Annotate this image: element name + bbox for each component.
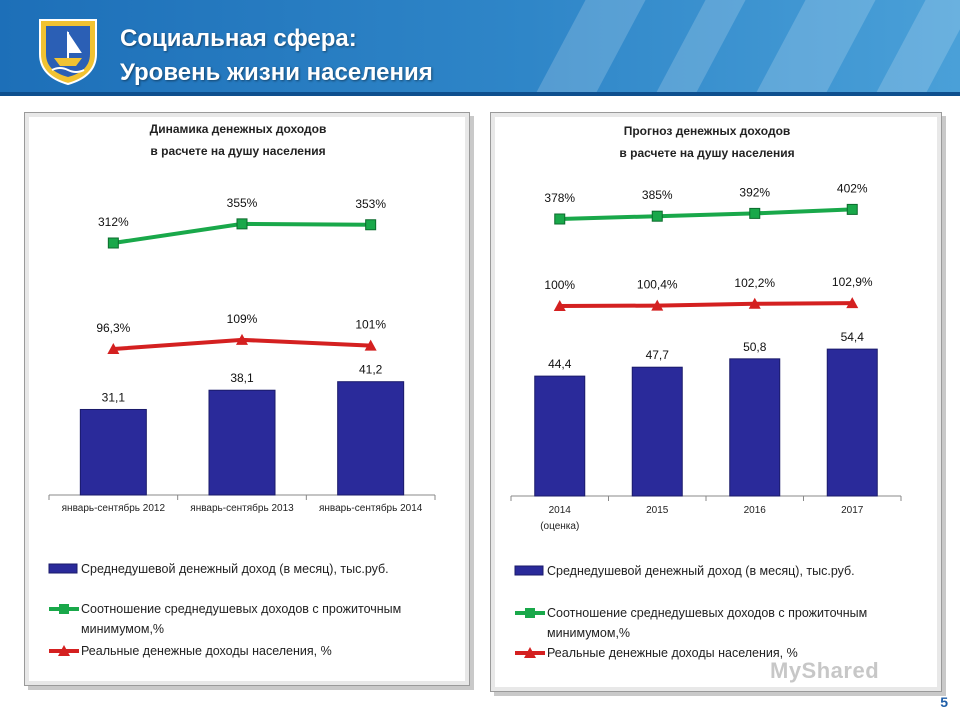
legend-label-real-income: Реальные денежные доходы населения, % xyxy=(547,646,798,660)
coat-of-arms-icon xyxy=(39,19,97,86)
ratio-point xyxy=(554,213,566,225)
real-income-value-label: 109% xyxy=(227,312,258,326)
legend-marker-real-income xyxy=(524,647,536,658)
ratio-value-label: 353% xyxy=(355,197,386,211)
chart-title-line1: Динамика денежных доходов xyxy=(150,122,327,136)
real-income-point xyxy=(364,339,377,351)
chart-panel-income-dynamics: Динамика денежных доходов в расчете на ду… xyxy=(24,112,470,686)
ratio-point xyxy=(107,237,119,249)
watermark-text: MyShared xyxy=(770,658,880,683)
header-decor-stripe xyxy=(654,0,746,96)
x-tick-label: 2015 xyxy=(646,505,669,516)
ratio-value-label: 312% xyxy=(98,215,129,229)
real-income-value-label: 100,4% xyxy=(637,278,678,292)
slide-header xyxy=(0,0,960,96)
bar-value-label: 50,8 xyxy=(743,340,767,354)
bar-income xyxy=(534,375,586,497)
real-income-point xyxy=(651,299,664,311)
ratio-value-label: 402% xyxy=(837,181,868,195)
chart-income-dynamics: Динамика денежных доходов в расчете на ду… xyxy=(48,122,436,658)
real-income-point xyxy=(107,343,120,354)
header-decor-stripe xyxy=(534,0,646,96)
bar-value-label: 47,7 xyxy=(646,348,670,362)
x-tick-label: (оценка) xyxy=(540,521,579,532)
x-tick-label: 2017 xyxy=(841,505,864,516)
chart-title-line2: в расчете на душу населения xyxy=(619,146,794,160)
legend-swatch-bars xyxy=(514,565,544,576)
legend-marker-ratio xyxy=(525,608,535,618)
bar-value-label: 41,2 xyxy=(359,363,383,377)
bar-income xyxy=(337,381,405,496)
ratio-point xyxy=(846,203,858,215)
ratio-point xyxy=(749,207,761,219)
real-income-value-label: 100% xyxy=(544,278,575,292)
legend-label-real-income: Реальные денежные доходы населения, % xyxy=(81,644,332,658)
x-tick-label: январь-сентябрь 2014 xyxy=(319,502,423,514)
chart-title-line1: Прогноз денежных доходов xyxy=(624,124,791,138)
real-income-point xyxy=(846,297,859,309)
x-tick-label: январь-сентябрь 2012 xyxy=(62,502,166,514)
real-income-point xyxy=(748,297,761,309)
chart-title-line2: в расчете на душу населения xyxy=(150,144,325,158)
ratio-value-label: 392% xyxy=(739,185,770,199)
bar-value-label: 54,4 xyxy=(841,330,865,344)
legend-marker-real-income xyxy=(58,645,70,656)
slide-title: Социальная сфера: Уровень жизни населени… xyxy=(120,22,433,90)
header-decor-stripe xyxy=(874,0,960,96)
real-income-value-label: 102,2% xyxy=(734,276,775,290)
x-tick-label: 2014 xyxy=(549,505,572,516)
legend-marker-ratio xyxy=(59,604,69,614)
real-income-point xyxy=(553,300,566,311)
header-decor-stripe xyxy=(754,0,876,96)
bar-income xyxy=(79,408,147,496)
chart-panel-income-forecast: Прогноз денежных доходов в расчете на душ… xyxy=(490,112,942,692)
ratio-value-label: 385% xyxy=(642,188,673,202)
legend-swatch-bars xyxy=(48,563,78,574)
ratio-point xyxy=(651,210,663,222)
slide-title-line2: Уровень жизни населения xyxy=(120,59,433,86)
legend-label-bars: Среднедушевой денежный доход (в месяц), … xyxy=(81,562,389,576)
legend-label-ratio-line2: минимумом,% xyxy=(81,622,164,636)
bar-value-label: 31,1 xyxy=(102,390,126,404)
bar-value-label: 44,4 xyxy=(548,357,572,371)
ratio-value-label: 378% xyxy=(544,191,575,205)
bar-income xyxy=(826,348,878,497)
ratio-point xyxy=(236,218,248,230)
header-underline xyxy=(0,92,960,96)
bar-value-label: 38,1 xyxy=(230,371,254,385)
page-number: 5 xyxy=(940,694,948,710)
legend-label-ratio-line1: Соотношение среднедушевых доходов с прож… xyxy=(81,602,401,616)
legend-label-ratio-line2: минимумом,% xyxy=(547,626,630,640)
ratio-point xyxy=(365,219,377,231)
bar-income xyxy=(208,389,276,496)
legend-label-bars: Среднедушевой денежный доход (в месяц), … xyxy=(547,564,855,578)
bar-income xyxy=(729,358,781,497)
legend-label-ratio-line1: Соотношение среднедушевых доходов с прож… xyxy=(547,606,867,620)
x-tick-label: январь-сентябрь 2013 xyxy=(190,502,294,514)
real-income-line xyxy=(559,301,853,308)
real-income-value-label: 96,3% xyxy=(96,321,130,335)
real-income-value-label: 102,9% xyxy=(832,275,873,289)
slide-title-line1: Социальная сфера: xyxy=(120,25,357,52)
ratio-value-label: 355% xyxy=(227,196,258,210)
ratio-line xyxy=(559,207,853,221)
x-tick-label: 2016 xyxy=(744,505,767,516)
bar-income xyxy=(631,366,683,497)
real-income-point xyxy=(236,333,248,345)
chart-income-forecast: Прогноз денежных доходов в расчете на душ… xyxy=(510,124,902,660)
real-income-value-label: 101% xyxy=(355,318,386,332)
